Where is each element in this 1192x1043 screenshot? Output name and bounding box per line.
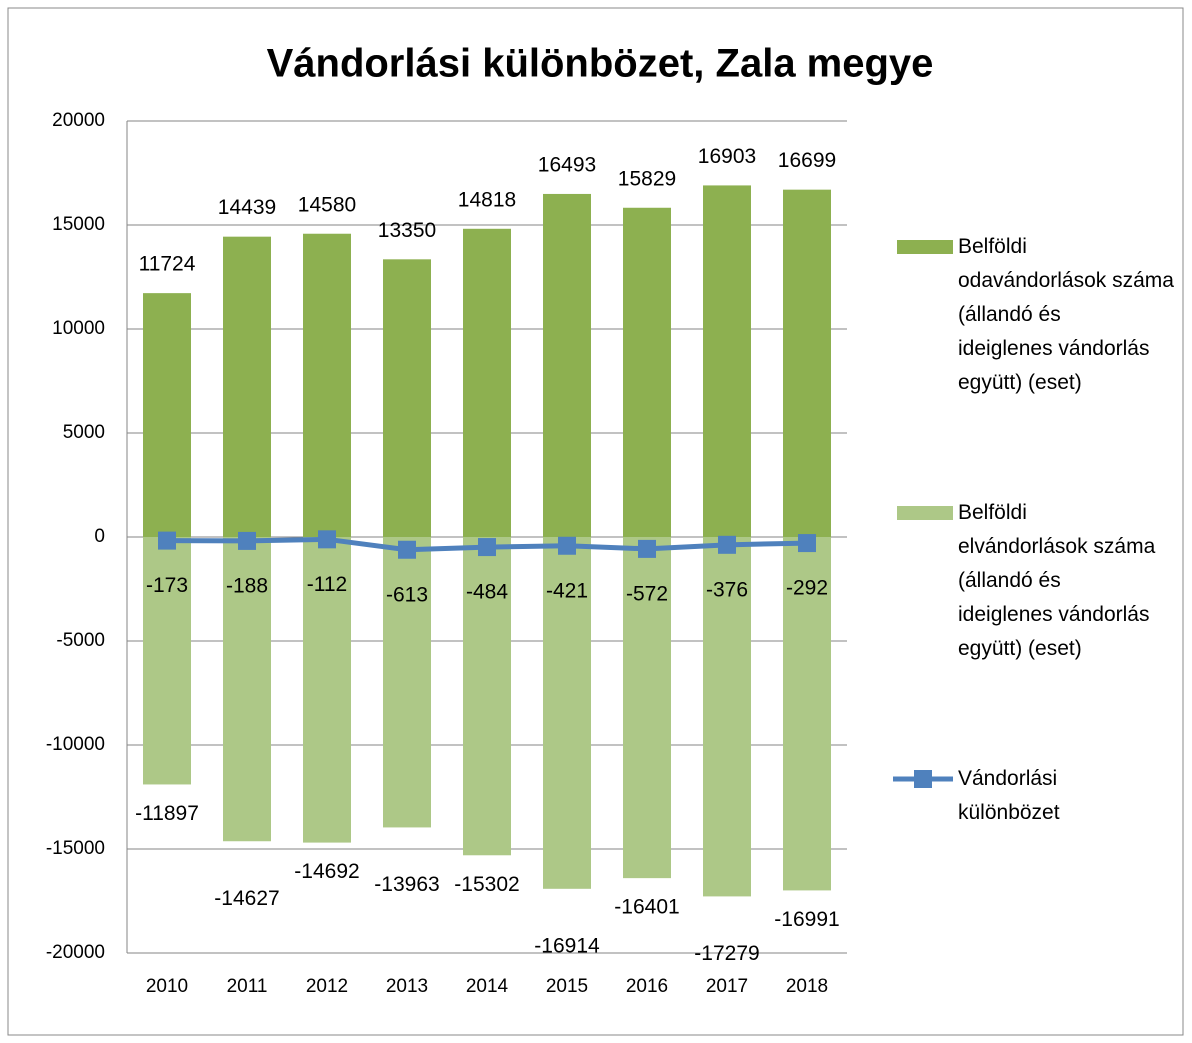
data-label: 16493 — [538, 153, 596, 176]
data-label: -17279 — [694, 942, 759, 965]
data-label: -16914 — [534, 934, 600, 957]
line-marker — [798, 534, 816, 553]
data-label: 16699 — [778, 149, 836, 172]
data-label: -15302 — [454, 873, 519, 896]
x-tick-label: 2010 — [146, 976, 188, 997]
bar — [783, 189, 831, 537]
y-tick-label: -10000 — [46, 734, 105, 755]
bar — [303, 537, 351, 843]
data-label: -16991 — [774, 908, 839, 931]
x-tick-label: 2014 — [466, 976, 509, 997]
line-marker — [478, 538, 496, 557]
bar — [703, 185, 751, 537]
bar — [543, 193, 591, 537]
legend-label: Vándorlási különbözet — [958, 767, 1060, 824]
bar — [463, 537, 511, 856]
chart-title: Vándorlási különbözet, Zala megye — [267, 42, 934, 86]
data-label: -376 — [706, 578, 748, 601]
bar — [383, 537, 431, 828]
data-label: 14439 — [218, 196, 276, 219]
data-label: 16903 — [698, 145, 756, 168]
data-label: -188 — [226, 574, 268, 597]
legend-swatch — [897, 240, 953, 254]
line-marker — [398, 540, 416, 559]
data-label: -292 — [786, 577, 828, 600]
x-tick-label: 2012 — [306, 976, 348, 997]
line-marker — [638, 539, 656, 558]
bar — [223, 537, 271, 842]
y-tick-label: -15000 — [46, 838, 105, 859]
legend-swatch — [914, 770, 932, 788]
x-tick-label: 2016 — [626, 976, 668, 997]
data-label: -173 — [146, 574, 188, 597]
line-marker — [158, 531, 176, 550]
data-label: -484 — [466, 581, 508, 604]
bar — [303, 233, 351, 537]
data-label: -14692 — [294, 860, 359, 883]
legend-label: Belföldi odavándorlások száma (állandó és i… — [958, 235, 1174, 394]
data-label: -112 — [307, 573, 347, 596]
bar — [623, 537, 671, 879]
y-tick-label: 10000 — [52, 318, 105, 339]
line-marker — [318, 530, 336, 549]
bar — [703, 537, 751, 897]
bar — [383, 259, 431, 537]
y-tick-label: 15000 — [52, 214, 105, 235]
data-label: -613 — [386, 583, 428, 606]
data-label: -16401 — [614, 896, 679, 919]
legend-swatch — [897, 506, 953, 520]
legend-label: Belföldi elvándorlások száma (állandó és id… — [958, 501, 1156, 660]
data-label: 15829 — [618, 167, 676, 190]
x-tick-label: 2011 — [227, 976, 268, 997]
y-tick-label: -20000 — [46, 942, 105, 963]
bar — [143, 293, 191, 537]
bar — [783, 537, 831, 891]
y-tick-label: 0 — [94, 526, 105, 547]
data-label: 14818 — [458, 188, 516, 211]
x-tick-label: 2017 — [706, 976, 748, 997]
y-tick-label: 5000 — [63, 422, 105, 443]
bar — [543, 537, 591, 889]
data-label: 11724 — [139, 253, 196, 276]
x-tick-label: 2015 — [546, 976, 588, 997]
line-marker — [238, 531, 256, 550]
x-tick-label: 2013 — [386, 976, 428, 997]
data-label: -572 — [626, 582, 668, 605]
bar — [143, 537, 191, 785]
line-marker — [558, 536, 576, 555]
x-tick-label: 2018 — [786, 976, 828, 997]
bar — [623, 207, 671, 537]
data-label: -421 — [546, 579, 588, 602]
data-label: -11897 — [135, 802, 199, 825]
data-label: 14580 — [298, 193, 356, 216]
y-tick-label: -5000 — [56, 630, 105, 651]
data-label: 13350 — [378, 219, 436, 242]
bar — [223, 236, 271, 537]
data-label: -14627 — [214, 887, 279, 910]
chart-border — [7, 7, 1184, 1036]
line-marker — [718, 535, 736, 554]
y-tick-label: 20000 — [52, 110, 105, 131]
bar — [463, 228, 511, 538]
data-label: -13963 — [374, 873, 439, 896]
